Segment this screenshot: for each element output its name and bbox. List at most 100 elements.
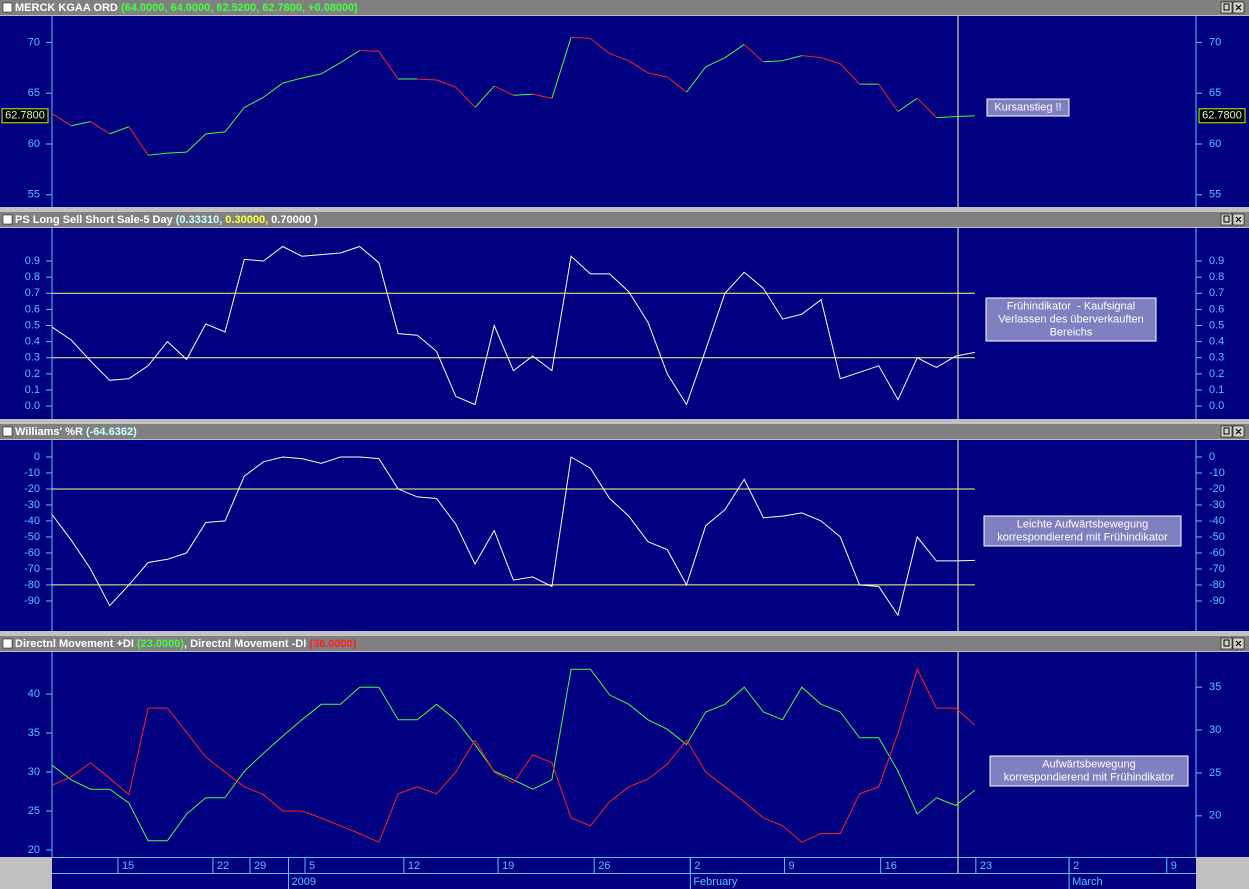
price-segment	[666, 76, 687, 93]
x-tick-label: 29	[254, 860, 266, 872]
y2-tick-label: -70	[1209, 563, 1225, 575]
annotation-text: korrespondierend mit Frühindikator	[997, 531, 1168, 543]
price-segment	[878, 83, 899, 112]
price-segment	[513, 93, 533, 96]
x-tick-label: 19	[502, 860, 514, 872]
price-segment	[532, 93, 553, 99]
title-part: (0.33310,	[176, 214, 222, 226]
annotation-text: korrespondierend mit Frühindikator	[1004, 771, 1175, 783]
price-segment	[820, 57, 841, 65]
y2-tick-label: 20	[1209, 810, 1221, 822]
indicator-line	[51, 456, 975, 617]
y2-tick-label: 35	[1209, 681, 1221, 693]
price-segment	[455, 86, 476, 108]
price-segment	[109, 126, 130, 135]
y2-tick-label: -90	[1209, 595, 1225, 607]
panel-separator	[0, 419, 1249, 424]
title-part: MERCK KGAA ORD	[15, 2, 121, 14]
y2-tick-label: 0.9	[1209, 255, 1224, 267]
title-part: Williams' %R	[15, 426, 86, 438]
price-segment	[128, 126, 149, 156]
x-tick-label: 26	[598, 860, 610, 872]
minimize-icon	[1223, 215, 1230, 223]
price-segment	[551, 37, 572, 99]
y2-tick-label: -80	[1209, 579, 1225, 591]
y-tick-label: -60	[24, 547, 40, 559]
title-bar	[0, 424, 1249, 439]
y-tick-label: 0	[34, 451, 40, 463]
y-tick-label: 65	[28, 87, 40, 99]
y2-tick-label: 0.4	[1209, 336, 1224, 348]
last-value-tag-left	[1, 108, 49, 124]
price-segment	[417, 78, 437, 81]
price-segment	[916, 97, 937, 118]
title-part: (-64.6362)	[86, 426, 137, 438]
close-icon	[1235, 428, 1242, 435]
y-tick-label: -80	[24, 579, 40, 591]
y-tick-label: 30	[28, 766, 40, 778]
minimize-button	[1220, 213, 1233, 226]
close-icon	[1235, 640, 1242, 647]
x-tick-label: 2	[694, 860, 700, 872]
y2-tick-label: 0.3	[1209, 352, 1224, 364]
y-tick-label: 35	[28, 727, 40, 739]
y-tick-label: -50	[24, 531, 40, 543]
indicator-line	[51, 668, 976, 842]
price-segment	[839, 63, 860, 85]
y-tick-label: 0.4	[25, 336, 40, 348]
price-segment	[474, 85, 495, 108]
y2-tick-label: 0.5	[1209, 319, 1224, 331]
title-bar	[0, 212, 1249, 227]
annotation-text: Aufwärtsbewegung	[1042, 758, 1136, 770]
minimize-button	[1220, 637, 1233, 650]
minimize-button	[1220, 1, 1233, 14]
price-segment	[628, 60, 649, 74]
y2-tick-label: 0.2	[1209, 368, 1224, 380]
panel-title: PS Long Sell Short Sale-5 Day (0.33310, …	[15, 214, 318, 226]
y2-tick-label: -10	[1209, 467, 1225, 479]
price-segment	[301, 73, 322, 79]
price-segment	[224, 107, 245, 133]
panel-icon	[2, 2, 13, 13]
minimize-icon	[1223, 639, 1230, 647]
price-segment	[90, 121, 110, 135]
indicator-line	[51, 245, 975, 406]
y-tick-label: -10	[24, 467, 40, 479]
y2-tick-label: -30	[1209, 499, 1225, 511]
price-segment	[647, 72, 668, 78]
price-segment	[282, 77, 303, 84]
y-tick-label: 40	[28, 688, 40, 700]
title-part: (64.0000, 64.0000, 62.5200, 62.7800, +0.…	[121, 2, 358, 14]
y-tick-label: -70	[24, 563, 40, 575]
y-tick-label: -90	[24, 595, 40, 607]
y2-tick-label: 0.6	[1209, 303, 1224, 315]
x-tick-label: 12	[408, 860, 420, 872]
y2-tick-label: 0.1	[1209, 384, 1224, 396]
panel-separator	[0, 207, 1249, 212]
price-segment	[71, 121, 91, 127]
y2-tick-label: 55	[1209, 189, 1221, 201]
price-segment	[167, 151, 187, 154]
y-tick-label: 0.7	[25, 287, 40, 299]
y-tick-label: 0.5	[25, 319, 40, 331]
y2-tick-label: 0.0	[1209, 400, 1224, 412]
month-label: March	[1072, 876, 1103, 888]
panel-title: Directnl Movement +DI (23.0000), Directn…	[15, 638, 357, 650]
x-tick-label: 22	[217, 860, 229, 872]
price-segment	[609, 53, 629, 62]
panel-icon	[2, 426, 13, 437]
price-segment	[263, 82, 284, 98]
price-segment	[186, 133, 207, 153]
y-tick-label: 0.0	[25, 400, 40, 412]
month-label: 2009	[291, 876, 315, 888]
y2-tick-label: -60	[1209, 547, 1225, 559]
minimize-button	[1220, 425, 1233, 438]
price-segment	[436, 79, 456, 88]
x-tick-label: 9	[789, 860, 795, 872]
last-value-tag-right-text: 62.7800	[1202, 110, 1242, 122]
last-value-tag-right	[1198, 108, 1246, 124]
annotation-text: Frühindikator - Kaufsignal	[1007, 300, 1135, 312]
panel-icon	[2, 638, 13, 649]
minimize-icon	[1223, 427, 1230, 435]
